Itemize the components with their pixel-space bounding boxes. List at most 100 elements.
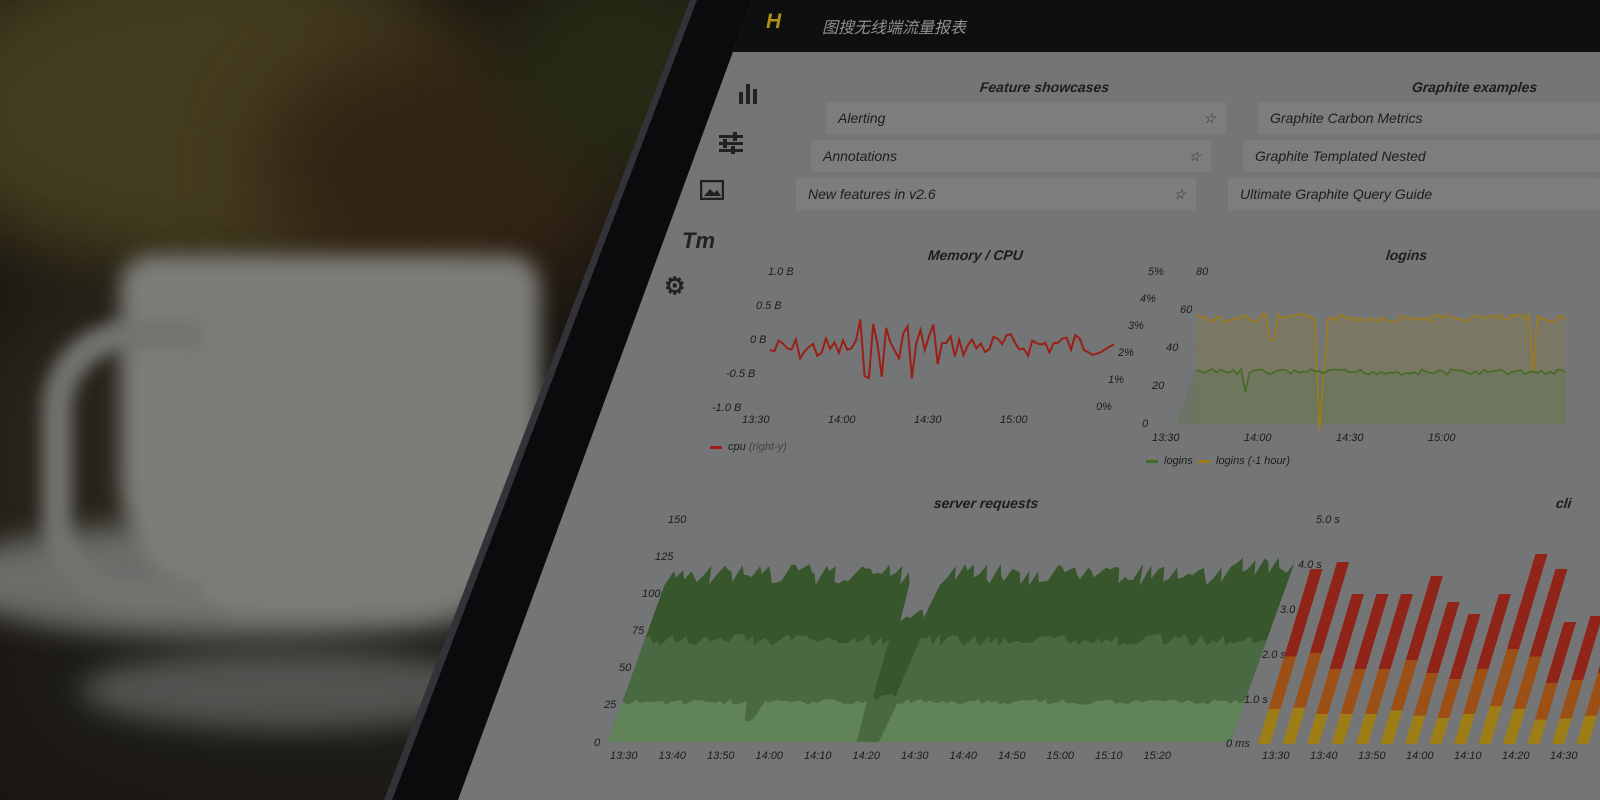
y-tick: 75 (632, 625, 645, 637)
y-tick: 0.5 B (756, 300, 782, 312)
client-side-bar-segment (1380, 710, 1403, 744)
legend-logins-1h[interactable]: logins (-1 hour) (1198, 455, 1290, 467)
client-side-bar-segment (1478, 706, 1502, 744)
x-tick: 14:20 (852, 750, 881, 762)
bar-chart-icon[interactable] (737, 82, 761, 110)
y-right-tick: 3% (1128, 320, 1144, 332)
client-side-bar-segment (1534, 683, 1558, 720)
legend-swatch (1146, 459, 1158, 463)
image-icon[interactable] (699, 179, 725, 206)
y-right-tick: 0% (1096, 401, 1112, 413)
y-tick: 0 (1142, 418, 1149, 430)
dashlist-item-templated-nested[interactable]: Graphite Templated Nested (1243, 140, 1600, 172)
client-side-bar-segment (1284, 569, 1323, 657)
logo-icon[interactable]: H (766, 10, 782, 33)
y-tick: 0 ms (1226, 738, 1250, 750)
legend-swatch (1198, 459, 1210, 463)
logins-line (1195, 367, 1567, 393)
client-side-bar-segment (1449, 614, 1481, 679)
y-right-tick: 5% (1148, 266, 1164, 278)
x-tick: 13:30 (610, 750, 638, 762)
client-side-bar-segment (1576, 715, 1598, 744)
y-tick: 25 (604, 699, 617, 711)
client-side-bar-segment (1413, 673, 1439, 716)
dashlist-item-alerting[interactable]: Alerting ☆ (826, 102, 1226, 134)
y-right-tick: 1% (1108, 374, 1124, 386)
y-right-tick: 4% (1140, 293, 1156, 305)
legend-swatch (710, 445, 722, 449)
dashlist-item-new-features[interactable]: New features in v2.6 ☆ (796, 178, 1196, 210)
x-tick: 13:40 (658, 750, 687, 762)
x-tick: 13:50 (707, 750, 735, 762)
client-side-bar-segment (1268, 656, 1297, 709)
legend-logins[interactable]: logins (1146, 455, 1193, 467)
client-side-bar-segment (1365, 669, 1391, 714)
cpu-series-line (769, 319, 1115, 380)
y-tick: 0 B (750, 334, 767, 346)
x-tick: 14:00 (1406, 750, 1434, 762)
legend-label: logins (1164, 455, 1193, 467)
logins-area (1176, 369, 1566, 424)
dashlist-item-annotations[interactable]: Annotations ☆ (811, 140, 1211, 172)
sliders-icon[interactable] (718, 132, 744, 160)
y-tick: 60 (1180, 304, 1193, 316)
x-tick: 13:30 (1152, 432, 1180, 444)
x-tick: 13:50 (1358, 750, 1386, 762)
x-tick: 15:00 (1046, 750, 1075, 762)
client-side-bar-segment (1354, 594, 1389, 669)
x-tick: 15:10 (1095, 750, 1123, 762)
y-tick: 80 (1196, 266, 1209, 278)
client-side-bar-segment (1503, 709, 1526, 744)
dashboard-title[interactable]: 图搜无线端流量报表 (822, 20, 967, 37)
dashlist-item-carbon-metrics[interactable]: Graphite Carbon Metrics (1258, 102, 1600, 134)
y-tick: 150 (668, 514, 687, 526)
client-side-bar-segment (1552, 718, 1572, 744)
client-side-bar-segment (1529, 569, 1568, 657)
x-tick: 13:40 (1310, 750, 1338, 762)
client-side-bar-segment (1429, 718, 1450, 744)
client-side-bar-segment (1545, 622, 1577, 683)
client-side-bar-segment (1489, 649, 1519, 706)
gear-icon[interactable]: ⚙ (664, 273, 686, 300)
dashlist-item-label: Annotations (823, 148, 897, 164)
dashlist-item-label: Alerting (838, 110, 886, 126)
star-icon[interactable]: ☆ (1173, 186, 1186, 202)
x-tick: 13:30 (1262, 750, 1290, 762)
client-side-bar-segment (1426, 602, 1460, 673)
client-side-bar-segment (1507, 554, 1548, 649)
text-size-icon[interactable]: Tт (682, 228, 715, 253)
star-icon[interactable]: ☆ (1203, 110, 1216, 126)
x-tick: 14:20 (1502, 750, 1530, 762)
x-tick: 13:30 (742, 414, 770, 426)
dashlist-item-query-guide[interactable]: Ultimate Graphite Query Guide (1228, 178, 1600, 210)
server-requests-area-bottom (608, 699, 1246, 745)
x-tick: 14:10 (804, 750, 832, 762)
y-tick: -0.5 B (726, 368, 756, 380)
dashlist-item-label: Ultimate Graphite Query Guide (1240, 186, 1433, 202)
x-tick: 14:40 (949, 750, 978, 762)
legend-cpu[interactable]: cpu (right-y) (710, 441, 787, 453)
client-side-bar-segment (1571, 616, 1600, 680)
client-side-bar-segment (1527, 719, 1547, 744)
x-tick: 14:00 (828, 414, 856, 426)
star-icon[interactable]: ☆ (1188, 148, 1201, 164)
client-side-bar-segment (1559, 680, 1584, 719)
y-tick: 20 (1152, 380, 1165, 392)
y-tick: 1.0 B (768, 266, 794, 278)
dashlist-item-label: New features in v2.6 (808, 186, 936, 202)
logins-1h-line (1195, 311, 1567, 431)
x-tick: 14:30 (1550, 750, 1578, 762)
legend-label: logins (-1 hour) (1216, 455, 1290, 467)
client-side-bar-segment (1405, 576, 1443, 660)
client-side-bar-segment (1513, 656, 1542, 709)
client-side-bar-segment (1258, 709, 1281, 744)
y-tick: -1.0 B (712, 402, 742, 414)
client-side-bar-segment (1463, 669, 1489, 714)
x-tick: 14:00 (755, 750, 784, 762)
client-side-bar-segment (1585, 673, 1600, 716)
y-tick: 4.0 s (1298, 559, 1322, 571)
